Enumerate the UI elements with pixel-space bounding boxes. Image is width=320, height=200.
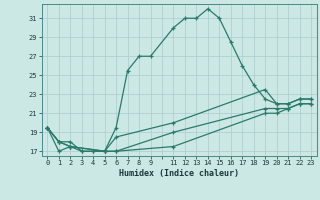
X-axis label: Humidex (Indice chaleur): Humidex (Indice chaleur) bbox=[119, 169, 239, 178]
